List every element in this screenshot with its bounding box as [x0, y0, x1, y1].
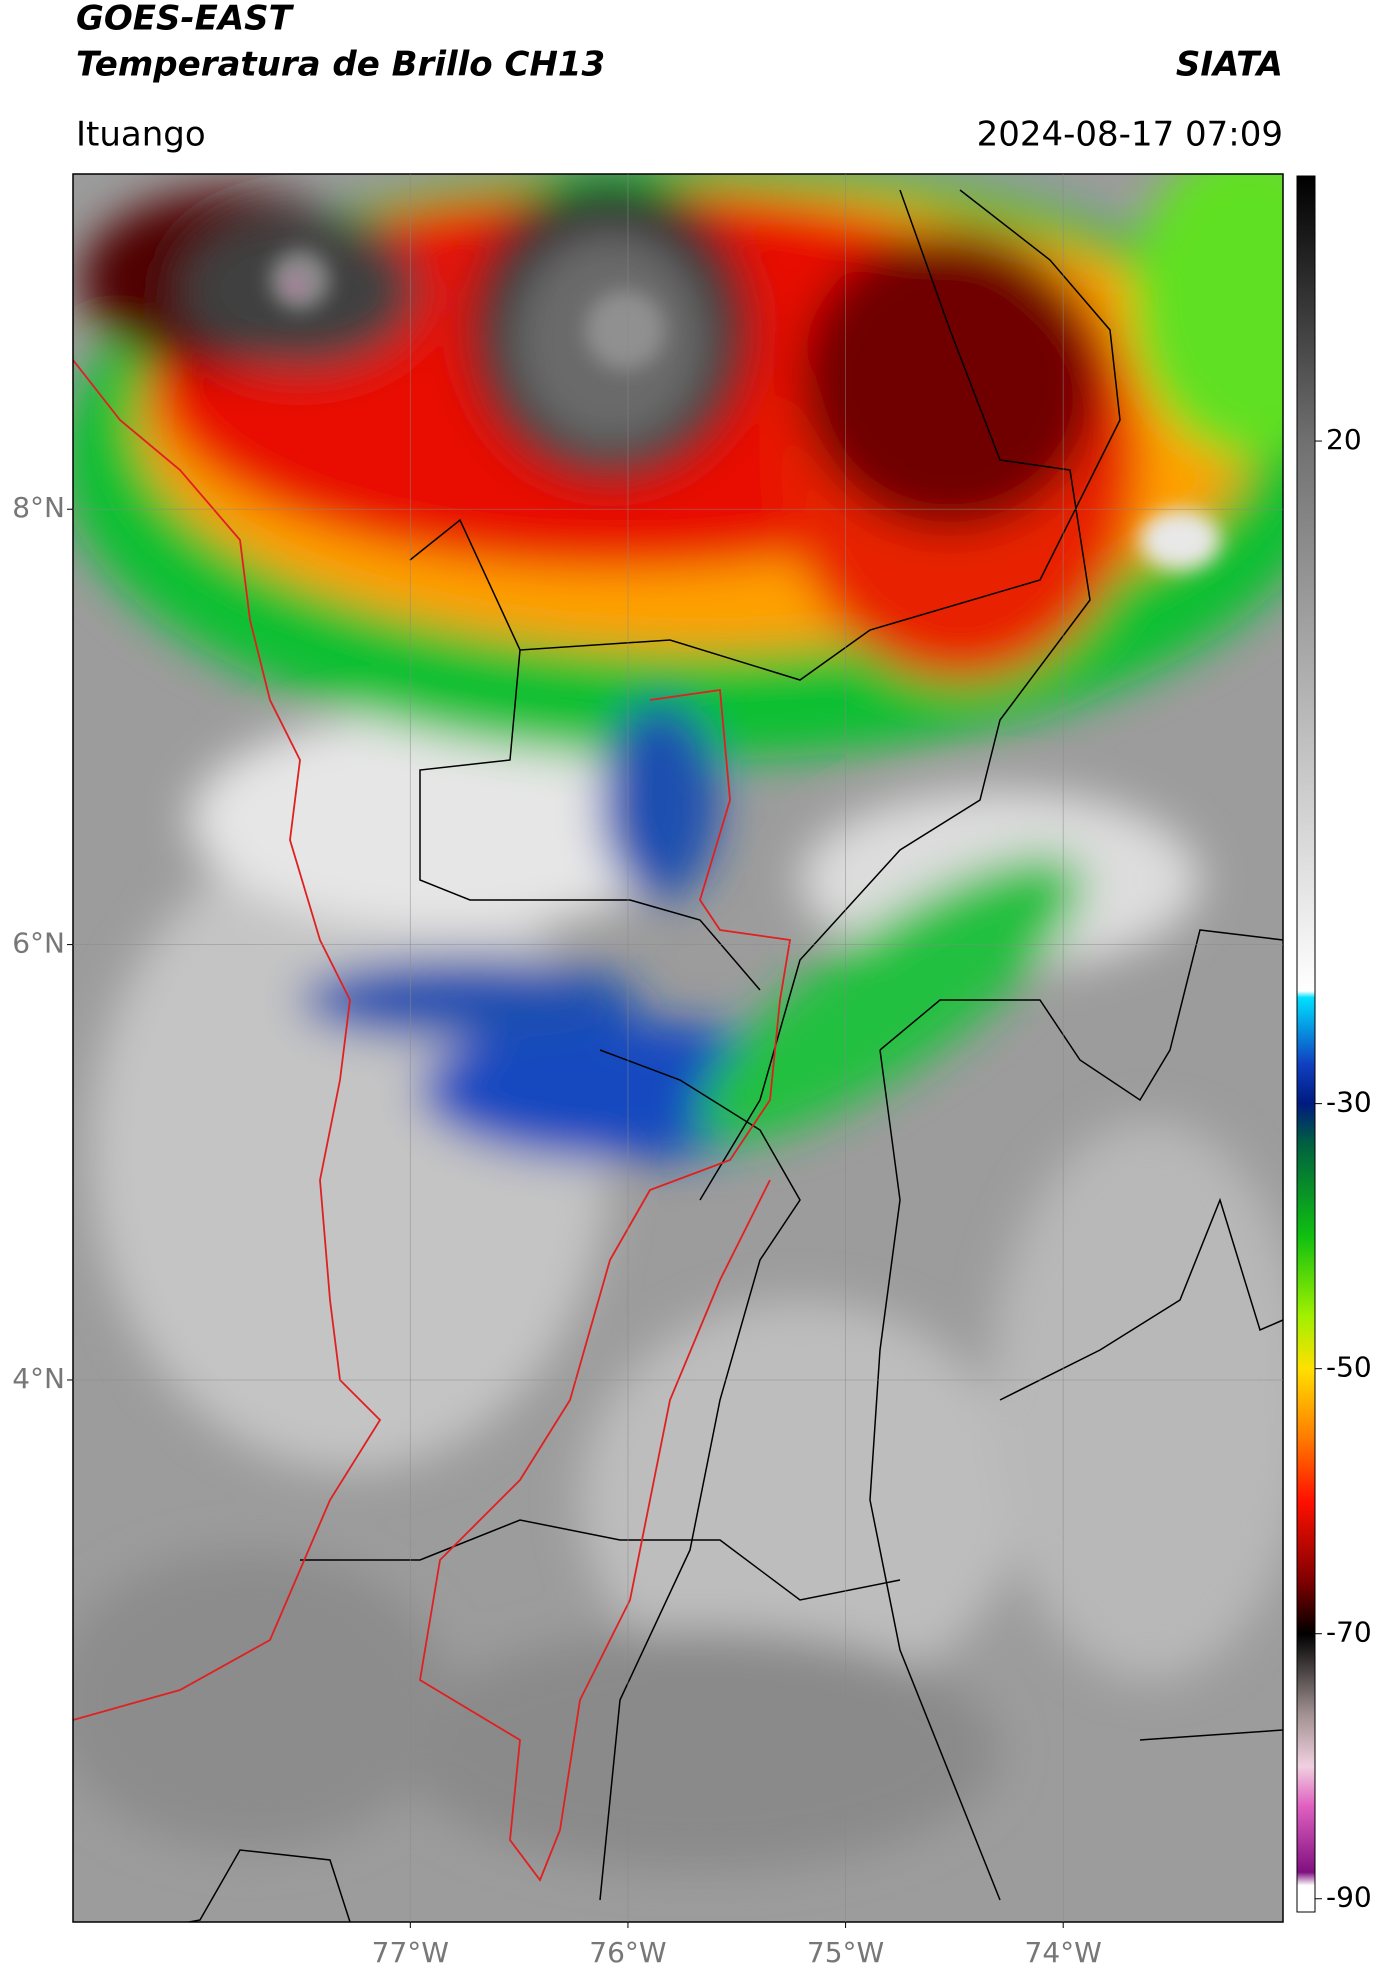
colorbar-tick-label: 20: [1326, 423, 1362, 456]
lon-tick-label: 76°W: [589, 1936, 666, 1969]
lat-tick-label: 6°N: [12, 927, 65, 960]
map-frame: [72, 173, 1284, 1923]
lon-tick-label: 75°W: [807, 1936, 884, 1969]
source: SIATA: [1176, 45, 1283, 85]
lon-tick-label: 77°W: [372, 1936, 449, 1969]
location: Ituango: [76, 115, 206, 155]
datetime: 2024-08-17 07:09: [977, 115, 1283, 155]
colorbar: [1296, 175, 1316, 1913]
colorbar-tick-label: -30: [1326, 1086, 1372, 1119]
lat-tick-label: 4°N: [12, 1362, 65, 1395]
satellite-image: [73, 174, 1283, 1922]
title: GOES-EAST: [76, 0, 295, 39]
lon-tick-label: 74°W: [1025, 1936, 1102, 1969]
lat-tick-label: 8°N: [12, 491, 65, 524]
subtitle: Temperatura de Brillo CH13: [76, 45, 605, 85]
colorbar-tick-label: -70: [1326, 1616, 1372, 1649]
colorbar-tick-label: -90: [1326, 1881, 1372, 1914]
colorbar-tick-label: -50: [1326, 1351, 1372, 1384]
